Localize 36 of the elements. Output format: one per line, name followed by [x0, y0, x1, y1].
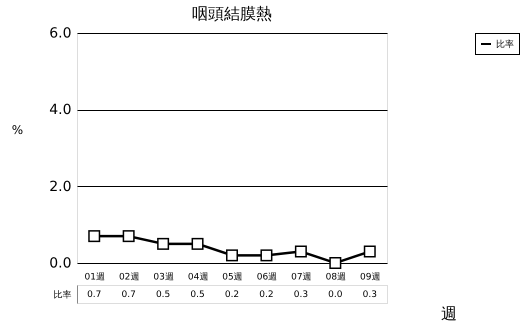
data-label: 0.3 [362, 290, 377, 300]
x-tick-label: 09週 [360, 272, 381, 282]
x-tick-label: 03週 [153, 272, 174, 282]
legend-label: 比率 [496, 39, 514, 50]
chart-title: 咽頭結膜熱 [192, 4, 272, 23]
text: 比率 [54, 290, 72, 300]
data-label: 0.5 [190, 290, 205, 300]
data-label: 0.0 [328, 290, 343, 300]
point [88, 230, 100, 242]
y-tick-label: 2.0 [49, 178, 72, 195]
data-label: 0.2 [259, 290, 274, 300]
y-tick-label: 0.0 [49, 256, 72, 272]
data-label: 0.5 [156, 290, 170, 300]
point [226, 249, 238, 262]
point [329, 257, 342, 269]
y-tick-label: 4.0 [49, 102, 72, 118]
y-axis-title: % [12, 123, 24, 137]
point [192, 238, 204, 250]
x-tick-label: 01週 [84, 272, 105, 282]
x-tick-label: 07週 [291, 272, 312, 282]
y-tick-label: 6.0 [49, 26, 72, 42]
x-tick-label: 05週 [222, 272, 243, 282]
point [260, 249, 272, 262]
x-tick-label: 08週 [326, 272, 346, 282]
data-label: 0.7 [87, 290, 102, 300]
x-tick-label: 06週 [256, 272, 278, 282]
point [122, 230, 135, 242]
data-label: 0.7 [122, 290, 136, 300]
point [294, 246, 307, 258]
point [157, 238, 170, 250]
data-label: 0.2 [224, 290, 240, 300]
x-tick-label: 02週 [118, 272, 140, 282]
point [364, 246, 376, 258]
data-label: 0.3 [294, 290, 308, 300]
x-tick-label: 04週 [188, 272, 208, 282]
x-axis-title: 週 [441, 304, 457, 323]
